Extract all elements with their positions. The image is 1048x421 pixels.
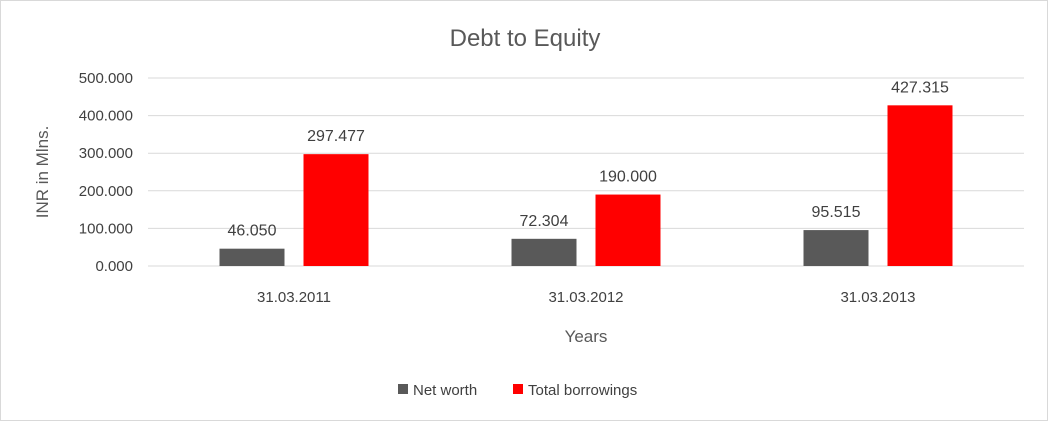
bars	[219, 105, 953, 266]
x-tick-label: 31.03.2012	[548, 289, 623, 306]
data-label: 297.477	[307, 128, 365, 145]
y-tick-label: 500.000	[79, 70, 133, 87]
net-worth-bar	[803, 230, 869, 266]
y-tick-label: 300.000	[79, 145, 133, 162]
data-label: 46.050	[228, 223, 277, 240]
gridlines	[148, 77, 1024, 267]
data-label: 427.315	[891, 79, 949, 96]
y-axis-title: INR in Mlns.	[33, 126, 52, 219]
legend-swatch	[513, 384, 523, 394]
legend-label: Total borrowings	[528, 382, 637, 399]
y-tick-label: 200.000	[79, 183, 133, 200]
legend: Net worth Total borrowings	[398, 382, 637, 399]
data-labels: 46.050 297.477 72.304 190.000 95.515 427.315	[228, 79, 949, 239]
legend-label: Net worth	[413, 382, 477, 399]
data-label: 72.304	[520, 213, 569, 230]
legend-swatch	[398, 384, 408, 394]
y-axis-ticks: 0.000 100.000 200.000 300.000 400.000 500.000	[79, 70, 133, 275]
data-label: 95.515	[812, 204, 861, 221]
net-worth-bar	[511, 238, 577, 266]
x-tick-label: 31.03.2011	[257, 289, 331, 306]
y-tick-label: 100.000	[79, 220, 133, 237]
chart-title: Debt to Equity	[450, 25, 601, 52]
x-tick-label: 31.03.2013	[840, 289, 915, 306]
y-tick-label: 400.000	[79, 108, 133, 125]
y-tick-label: 0.000	[95, 258, 133, 275]
total-borrowings-bar	[595, 194, 661, 266]
x-axis-ticks: 31.03.2011 31.03.2012 31.03.2013	[257, 289, 916, 306]
data-label: 190.000	[599, 169, 657, 186]
total-borrowings-bar	[887, 105, 953, 266]
net-worth-bar	[219, 248, 285, 266]
total-borrowings-bar	[303, 154, 369, 266]
x-axis-title: Years	[565, 327, 608, 346]
